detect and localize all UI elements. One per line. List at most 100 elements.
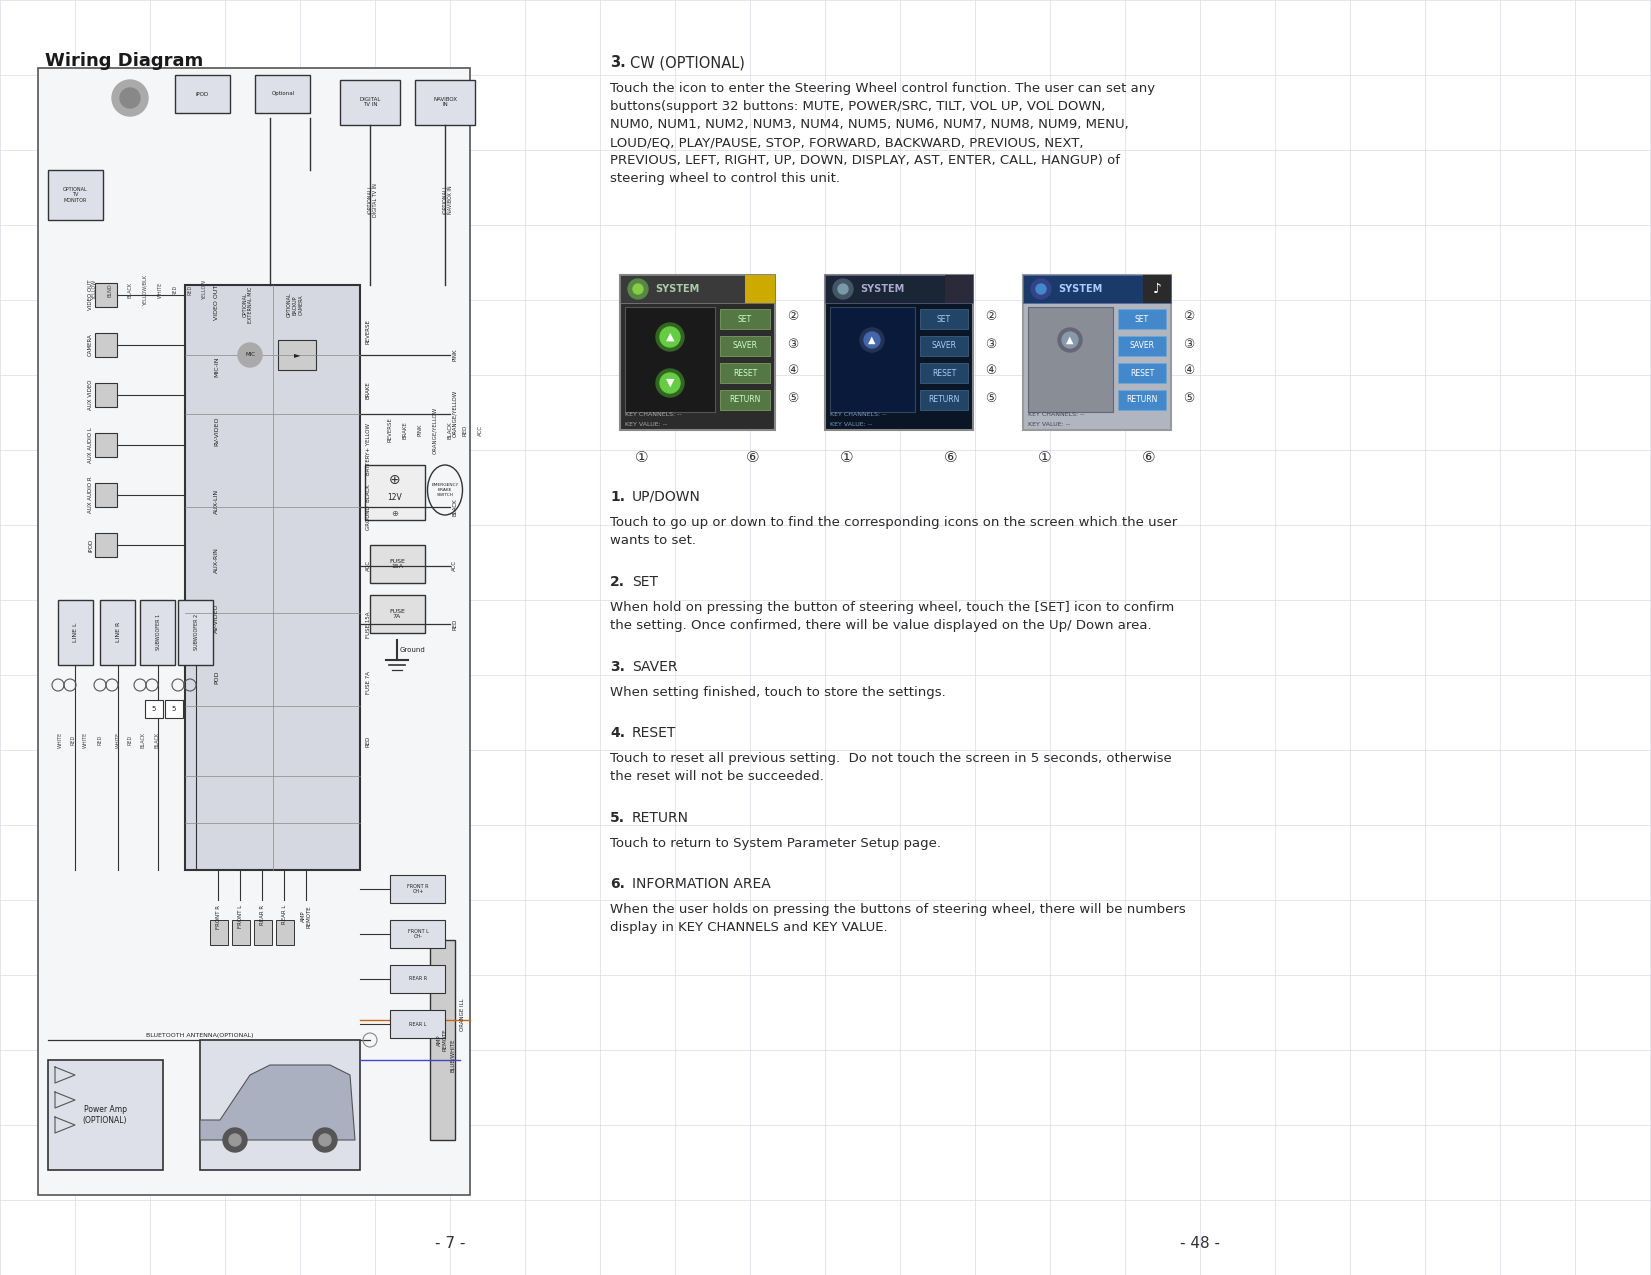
Text: (OPTIONAL)
DIGITAL TV IN: (OPTIONAL) DIGITAL TV IN <box>368 184 378 217</box>
Text: Touch the icon to enter the Steering Wheel control function. The user can set an: Touch the icon to enter the Steering Whe… <box>609 82 1156 185</box>
Text: ⑥: ⑥ <box>746 450 759 465</box>
Text: SYSTEM: SYSTEM <box>655 284 700 295</box>
Text: BLUETOOTH ANTENNA(OPTIONAL): BLUETOOTH ANTENNA(OPTIONAL) <box>147 1033 254 1038</box>
Bar <box>1024 275 1171 430</box>
Text: MIC-IN: MIC-IN <box>215 357 220 377</box>
Text: FUSE
15A: FUSE 15A <box>390 558 404 570</box>
Text: ⊕: ⊕ <box>390 473 401 487</box>
Text: REAR R: REAR R <box>409 977 428 982</box>
Bar <box>200 1040 360 1170</box>
Text: 12V: 12V <box>388 493 403 502</box>
Text: ♪: ♪ <box>1152 282 1161 296</box>
Text: RETURN: RETURN <box>1126 395 1157 404</box>
Text: KEY CHANNELS: --: KEY CHANNELS: -- <box>1029 412 1085 417</box>
Text: ⑤: ⑤ <box>1184 391 1195 404</box>
Text: Touch to reset all previous setting.  Do not touch the screen in 5 seconds, othe: Touch to reset all previous setting. Do … <box>609 752 1172 783</box>
Circle shape <box>238 343 263 367</box>
Text: Optional: Optional <box>271 92 294 97</box>
Bar <box>621 275 774 430</box>
Text: REVERSE: REVERSE <box>365 319 370 344</box>
Text: CAMERA: CAMERA <box>88 334 92 357</box>
Text: ACC: ACC <box>477 425 482 436</box>
Bar <box>920 363 967 382</box>
Text: PINK: PINK <box>452 349 457 361</box>
Bar <box>720 390 769 411</box>
Text: ORANGE ILL: ORANGE ILL <box>461 998 466 1031</box>
Text: Ground: Ground <box>400 646 426 653</box>
Text: BRAKE: BRAKE <box>403 421 408 439</box>
Text: BATTERY+ YELLOW: BATTERY+ YELLOW <box>365 423 370 474</box>
Bar <box>370 544 424 583</box>
Bar <box>254 921 272 945</box>
Text: KEY CHANNELS: --: KEY CHANNELS: -- <box>830 412 887 417</box>
Circle shape <box>655 368 684 397</box>
Text: REVERSE: REVERSE <box>388 418 393 442</box>
Text: RETURN: RETURN <box>632 811 688 825</box>
Text: RED: RED <box>71 734 76 745</box>
Circle shape <box>1030 279 1052 300</box>
Text: ⑤: ⑤ <box>788 391 799 404</box>
Text: VIDEO OUT: VIDEO OUT <box>215 284 220 320</box>
Text: FUSE 15A: FUSE 15A <box>365 611 370 638</box>
Bar <box>165 700 183 718</box>
Bar <box>96 382 117 407</box>
Circle shape <box>319 1133 330 1146</box>
Text: SAVER: SAVER <box>632 660 677 674</box>
Text: KEY VALUE: --: KEY VALUE: -- <box>830 422 872 427</box>
Text: OPTIONAL
TV
MONITOR: OPTIONAL TV MONITOR <box>63 186 88 203</box>
Text: FRONT L
CH-: FRONT L CH- <box>408 928 429 940</box>
Text: SYSTEM: SYSTEM <box>860 284 905 295</box>
Bar <box>920 337 967 356</box>
Text: Touch to return to System Parameter Setup page.: Touch to return to System Parameter Setu… <box>609 836 941 850</box>
Text: REAR L: REAR L <box>282 905 287 924</box>
Text: BLACK: BLACK <box>127 282 132 298</box>
Bar <box>48 1060 163 1170</box>
Text: ORANGE/YELLOW: ORANGE/YELLOW <box>452 390 457 437</box>
Bar <box>277 340 315 370</box>
Text: SET: SET <box>738 315 753 324</box>
Text: BLACK: BLACK <box>447 421 452 439</box>
Text: UP/DOWN: UP/DOWN <box>632 490 702 504</box>
Text: ③: ③ <box>788 338 799 351</box>
Text: SYSTEM: SYSTEM <box>1058 284 1103 295</box>
Text: FRONT R
CH+: FRONT R CH+ <box>408 884 429 894</box>
Circle shape <box>632 284 642 295</box>
Text: BLACK: BLACK <box>155 732 160 748</box>
Text: WHITE: WHITE <box>157 282 162 298</box>
Text: ②: ② <box>788 311 799 324</box>
Text: FRONT L: FRONT L <box>238 905 243 928</box>
Text: SUBWOOFER 1: SUBWOOFER 1 <box>155 615 160 650</box>
Text: YELLOW: YELLOW <box>203 280 208 300</box>
Text: RESET: RESET <box>733 368 758 377</box>
Bar <box>390 1010 446 1038</box>
Text: FUSE
7A: FUSE 7A <box>390 608 404 620</box>
Bar <box>145 700 163 718</box>
Text: ▼: ▼ <box>665 377 674 388</box>
Text: RED: RED <box>127 734 132 745</box>
Bar <box>429 940 456 1140</box>
Text: FUSE 7A: FUSE 7A <box>365 672 370 695</box>
Text: - 7 -: - 7 - <box>434 1235 466 1251</box>
Circle shape <box>314 1128 337 1153</box>
Text: YELLOW: YELLOW <box>92 280 97 300</box>
Bar <box>390 921 446 949</box>
Text: RESET: RESET <box>1129 368 1154 377</box>
Text: ⊕: ⊕ <box>391 509 398 518</box>
Circle shape <box>863 332 880 348</box>
Text: VIDEO OUT: VIDEO OUT <box>88 279 92 310</box>
Bar <box>1029 307 1113 412</box>
Text: ③: ③ <box>1184 338 1195 351</box>
Text: CW (OPTIONAL): CW (OPTIONAL) <box>631 55 745 70</box>
Text: (OPTIONAL)
NAVIBOX IN: (OPTIONAL) NAVIBOX IN <box>442 186 454 214</box>
Text: iPOD: iPOD <box>88 538 92 552</box>
Bar <box>1024 275 1171 303</box>
Bar <box>96 333 117 357</box>
Text: INFORMATION AREA: INFORMATION AREA <box>632 877 771 891</box>
Text: 5: 5 <box>172 706 177 711</box>
Text: ①: ① <box>1038 450 1052 465</box>
Text: 3.: 3. <box>609 55 626 70</box>
Text: When hold on pressing the button of steering wheel, touch the [SET] icon to conf: When hold on pressing the button of stee… <box>609 601 1174 631</box>
Bar <box>140 601 175 666</box>
Circle shape <box>839 284 849 295</box>
Text: ▲: ▲ <box>665 332 674 342</box>
